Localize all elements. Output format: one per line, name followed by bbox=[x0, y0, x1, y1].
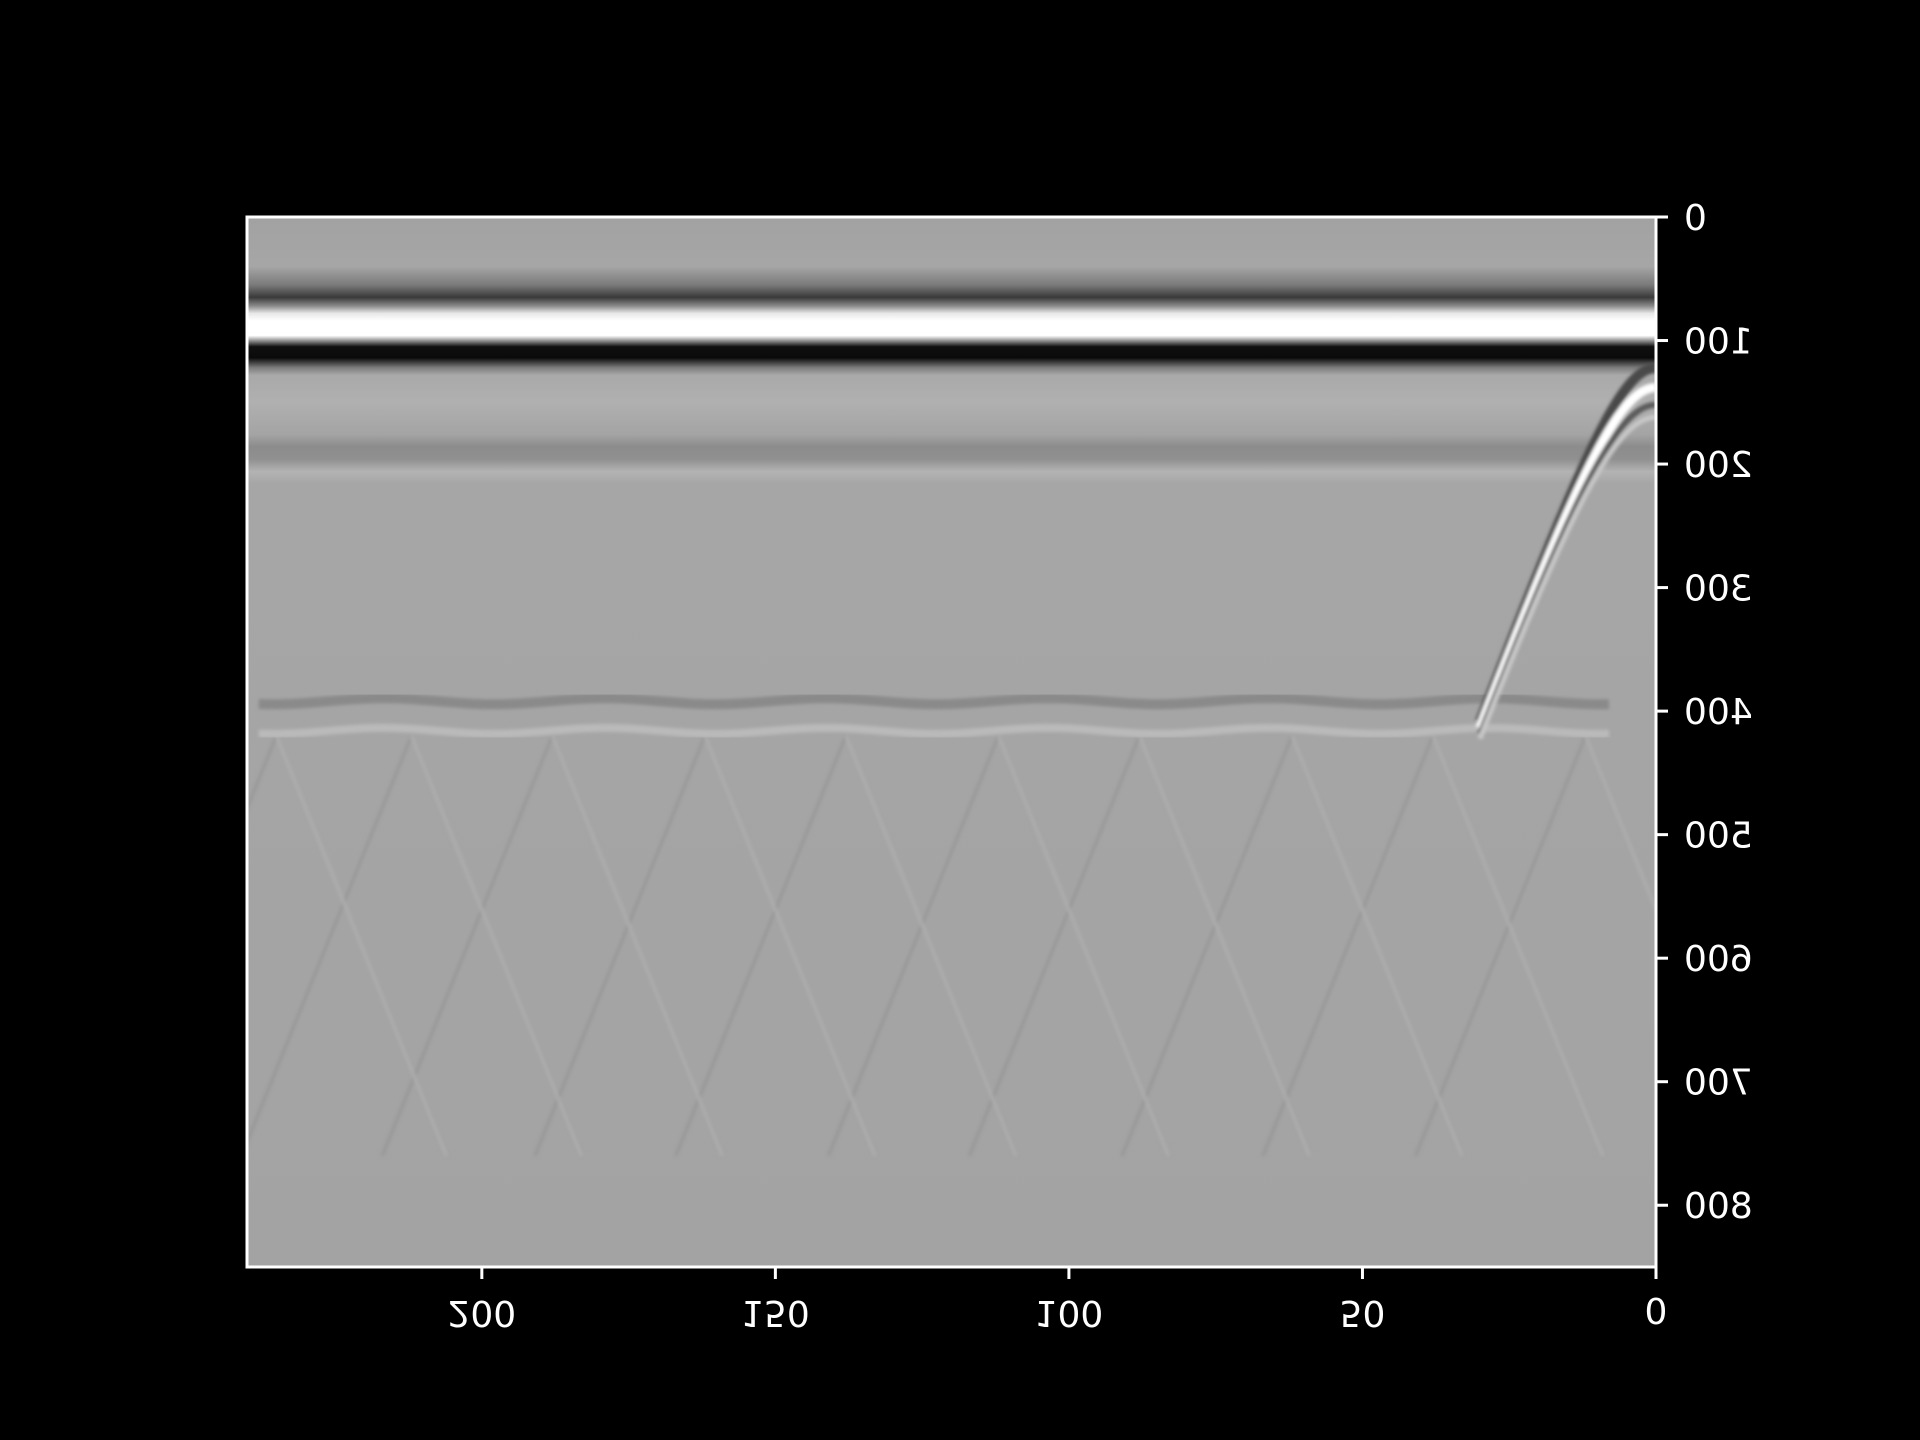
y-tick-label: 200 bbox=[1684, 445, 1753, 486]
y-tick-label: 0 bbox=[1684, 198, 1707, 239]
y-tick-label: 800 bbox=[1684, 1186, 1753, 1227]
diffraction-limb bbox=[1261, 735, 1435, 1157]
diffraction-limb bbox=[247, 735, 413, 1146]
diffraction-limb bbox=[844, 735, 1018, 1157]
diffraction-limb bbox=[1584, 735, 1656, 914]
axes: 0 100 200 300 400 500 600 700 800 0 50 100 150 200 bbox=[447, 198, 1752, 1333]
diffraction-limb bbox=[703, 735, 877, 1157]
reflector-light-edge bbox=[258, 723, 1610, 738]
diffraction-limb bbox=[550, 735, 724, 1157]
diffraction-limb bbox=[409, 735, 583, 1157]
y-tick-label: 700 bbox=[1684, 1063, 1753, 1104]
diffraction-limb bbox=[1414, 735, 1587, 1157]
diffraction-limb bbox=[1120, 735, 1294, 1157]
y-tick-label: 100 bbox=[1684, 322, 1753, 363]
diffraction-limb bbox=[1137, 735, 1311, 1157]
x-tick-label: 100 bbox=[1035, 1292, 1104, 1333]
diffraction-limb bbox=[274, 735, 448, 1157]
y-tick-label: 600 bbox=[1684, 939, 1753, 980]
diffraction-limb bbox=[1431, 735, 1605, 1157]
diffraction-pattern bbox=[247, 735, 1656, 1157]
amplitude-field bbox=[247, 217, 1656, 1267]
diffraction-limb bbox=[1290, 735, 1464, 1157]
plot-area bbox=[245, 215, 1658, 1269]
x-tick-label: 0 bbox=[1645, 1292, 1668, 1333]
diffraction-limb bbox=[380, 735, 554, 1157]
x-tick-label: 50 bbox=[1340, 1292, 1386, 1333]
reflector-dark-edge bbox=[258, 693, 1609, 710]
y-tick-label: 300 bbox=[1684, 569, 1753, 610]
diffraction-limb bbox=[997, 735, 1170, 1157]
x-tick-label: 150 bbox=[741, 1292, 810, 1333]
diffraction-limb bbox=[827, 735, 1000, 1157]
x-tick-label: 200 bbox=[447, 1292, 516, 1333]
reflector-band bbox=[258, 693, 1610, 738]
plot-frame bbox=[245, 215, 1658, 1269]
y-tick-label: 500 bbox=[1684, 816, 1753, 857]
y-tick-label: 400 bbox=[1684, 692, 1753, 733]
diffraction-limb bbox=[674, 735, 848, 1157]
diffraction-limb bbox=[533, 735, 707, 1157]
hyperbola bbox=[1475, 362, 1656, 740]
hyperbola-limb bbox=[1477, 414, 1656, 740]
diffraction-limb bbox=[967, 735, 1141, 1157]
